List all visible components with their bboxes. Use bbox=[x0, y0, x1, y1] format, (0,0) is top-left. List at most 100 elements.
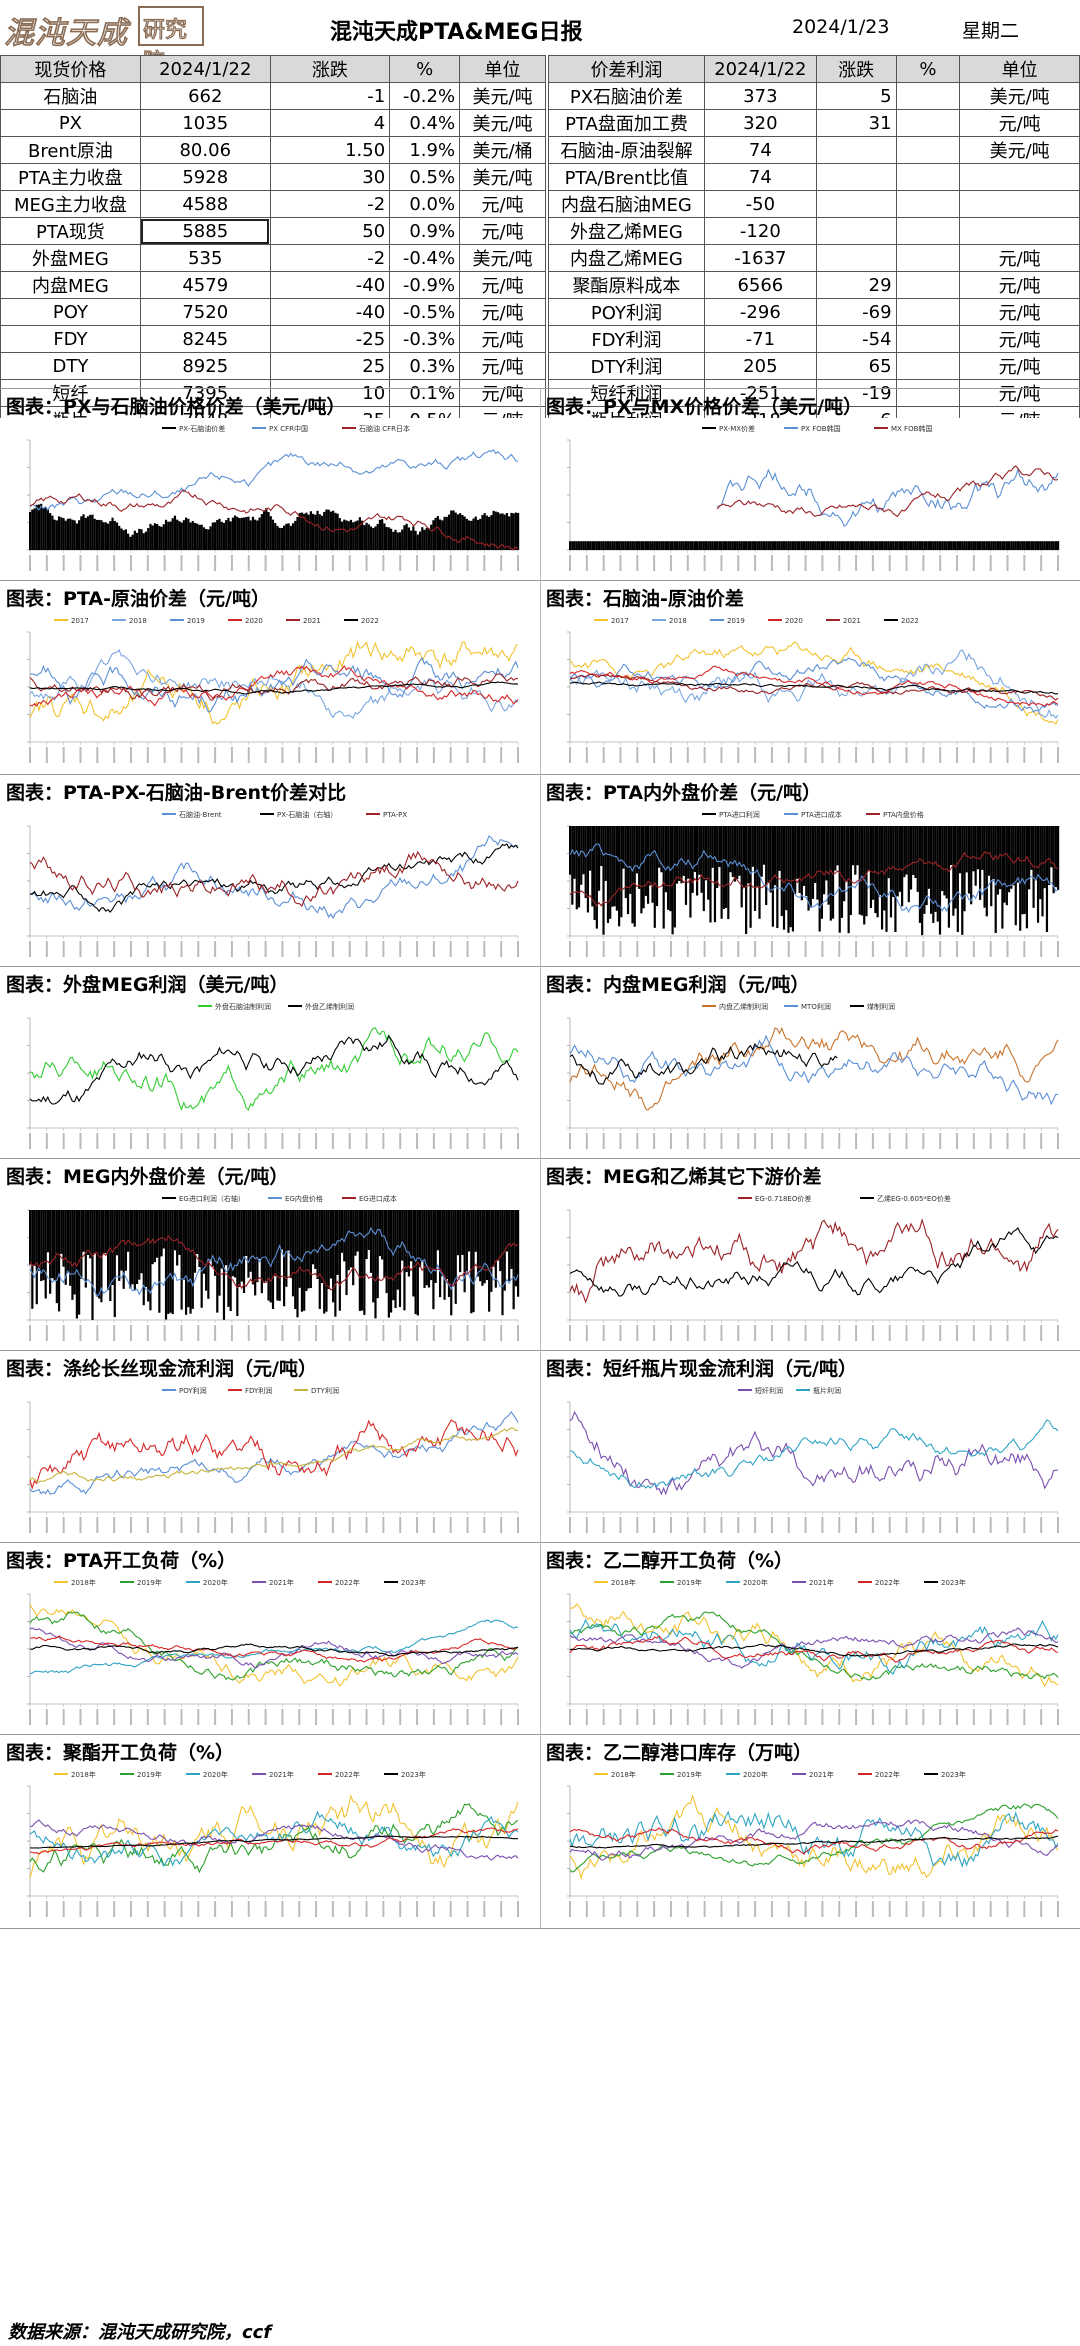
x-tick-label-mark bbox=[449, 555, 452, 571]
x-tick-label-mark bbox=[315, 1709, 318, 1725]
bar-mark bbox=[845, 826, 848, 882]
bar-mark bbox=[731, 826, 734, 878]
table-header-cell: 单位 bbox=[959, 55, 1080, 83]
bar-mark bbox=[600, 541, 603, 550]
bar-mark bbox=[251, 516, 255, 550]
bar-mark bbox=[234, 1210, 237, 1278]
bar-mark bbox=[934, 826, 937, 912]
bar-mark bbox=[851, 541, 855, 550]
bar-mark bbox=[476, 1210, 480, 1277]
chart-plot: 2018年 2019年 2020年 2021年 2022年 2023年 bbox=[540, 1572, 1080, 1734]
bar-mark bbox=[974, 541, 977, 550]
bar-mark bbox=[945, 541, 948, 550]
bar-mark bbox=[418, 531, 422, 550]
bar-mark bbox=[823, 541, 826, 550]
legend-label: MX FOB韩国 bbox=[891, 424, 932, 433]
series-line bbox=[569, 1827, 1059, 1855]
bar-mark bbox=[952, 826, 955, 916]
x-tick-label-mark bbox=[653, 1709, 656, 1725]
bar-mark bbox=[53, 1210, 56, 1281]
bar-mark bbox=[609, 826, 612, 919]
bar-mark bbox=[434, 517, 437, 550]
bar-mark bbox=[667, 541, 670, 550]
bar-mark bbox=[93, 518, 96, 550]
x-tick-label-mark bbox=[1040, 747, 1043, 763]
bar-mark bbox=[33, 1210, 36, 1267]
bar-mark bbox=[622, 826, 625, 869]
x-tick-label-mark bbox=[416, 941, 419, 957]
x-tick-label-mark bbox=[517, 1133, 519, 1149]
x-tick-label-mark bbox=[855, 1709, 858, 1725]
bar-mark bbox=[990, 541, 993, 550]
bar-mark bbox=[999, 826, 1002, 890]
chart-panel: 图表：短纤瓶片现金流利润（元/吨） 短纤利润 瓶片利润 bbox=[540, 1352, 1080, 1544]
bar-mark bbox=[863, 541, 866, 550]
table-cell: 74 bbox=[703, 136, 817, 164]
bar-mark bbox=[296, 516, 299, 550]
series-line bbox=[29, 640, 519, 725]
series-line bbox=[29, 1419, 519, 1490]
bar-mark bbox=[762, 541, 766, 550]
chart-title: 图表：MEG内外盘价差（元/吨） bbox=[6, 1166, 289, 1188]
bar-mark bbox=[785, 826, 788, 911]
series-line bbox=[29, 1827, 519, 1855]
bar-mark bbox=[356, 1210, 359, 1252]
legend-label: 2018年 bbox=[71, 1578, 96, 1587]
chart-plot: EG-0.718EO价差 乙烯EG-0.605*EO价差 bbox=[540, 1188, 1080, 1350]
bar-mark bbox=[142, 1210, 145, 1306]
bar-mark bbox=[106, 523, 110, 550]
bar-mark bbox=[696, 541, 699, 550]
x-tick-label-mark bbox=[669, 747, 672, 763]
series-line bbox=[569, 1410, 1059, 1496]
bar-mark bbox=[46, 509, 50, 550]
legend-label: 2023年 bbox=[401, 1578, 426, 1587]
bar-mark bbox=[921, 541, 924, 550]
series-line bbox=[716, 467, 1059, 527]
x-tick-label-mark bbox=[821, 1709, 824, 1725]
x-tick-label-mark bbox=[247, 555, 250, 571]
bar-mark bbox=[95, 519, 99, 550]
bar-mark bbox=[809, 541, 812, 550]
chart-plot: 石脑油-Brent PX-石脑油（右轴） PTA-PX bbox=[0, 804, 540, 966]
bar-mark bbox=[794, 541, 797, 550]
x-tick-label-mark bbox=[247, 1517, 250, 1533]
bar-mark bbox=[898, 826, 901, 892]
x-tick-label-mark bbox=[113, 1901, 116, 1917]
x-tick-label-mark bbox=[804, 1325, 807, 1341]
bar-mark bbox=[318, 1210, 321, 1309]
bar-mark bbox=[1054, 826, 1057, 888]
series-line bbox=[569, 1794, 1059, 1881]
x-tick-label-mark bbox=[720, 747, 723, 763]
x-tick-label-mark bbox=[686, 555, 689, 571]
spot-price-table: 现货价格 2024/1/22 涨跌% 单位 石脑油 662 -1 -0.2% 美元/吨 PX 103… bbox=[0, 55, 546, 434]
bar-mark bbox=[767, 826, 770, 883]
series-line bbox=[29, 1794, 519, 1879]
x-tick-label-mark bbox=[653, 941, 656, 957]
x-tick-label-mark bbox=[197, 1517, 200, 1533]
bar-mark bbox=[1014, 541, 1017, 550]
x-tick-label-mark bbox=[1006, 1325, 1009, 1341]
x-tick-label-mark bbox=[922, 1325, 925, 1341]
x-tick-label-mark bbox=[399, 747, 402, 763]
bar-mark bbox=[923, 826, 926, 914]
bar-mark bbox=[903, 541, 906, 550]
x-tick-label-mark bbox=[365, 1709, 368, 1725]
bar-mark bbox=[994, 541, 997, 550]
x-tick-label-mark bbox=[45, 1709, 48, 1725]
table-cell: 美元/吨 bbox=[459, 244, 546, 272]
x-tick-label-mark bbox=[1006, 1133, 1009, 1149]
bar-mark bbox=[115, 1210, 119, 1256]
bar-mark bbox=[452, 1210, 455, 1285]
bar-mark bbox=[682, 541, 685, 550]
bar-mark bbox=[242, 517, 246, 550]
bar-mark bbox=[1028, 541, 1031, 550]
bar-mark bbox=[320, 515, 324, 550]
table-cell: 外盘乙烯MEG bbox=[548, 217, 705, 245]
bar-mark bbox=[1003, 826, 1006, 903]
x-tick-label-mark bbox=[214, 1133, 217, 1149]
series-line bbox=[29, 649, 519, 719]
bar-mark bbox=[167, 521, 170, 550]
bar-mark bbox=[711, 541, 714, 550]
bar-mark bbox=[651, 541, 654, 550]
bar-mark bbox=[923, 541, 926, 550]
